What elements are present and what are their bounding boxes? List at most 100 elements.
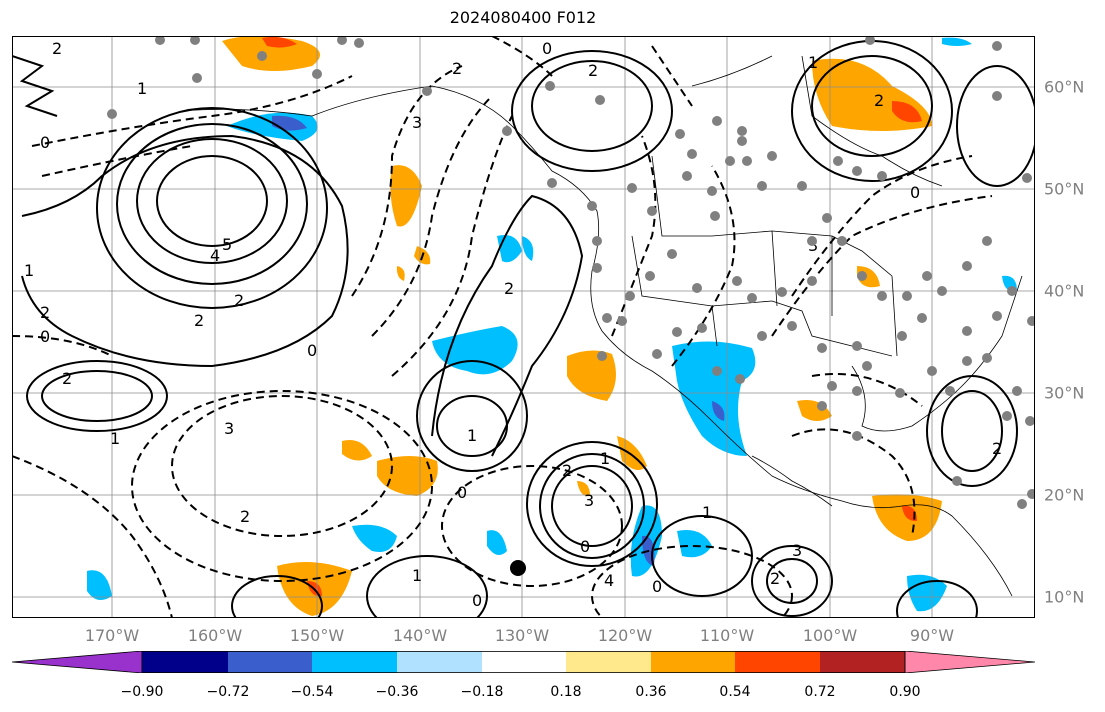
contour-label: 2 [194,311,204,330]
contour-label: 1 [600,449,610,468]
contour-line [751,545,833,617]
contour-line [526,441,658,567]
contour-label: 2 [770,569,780,588]
colorbar-tick: 0.18 [550,684,582,700]
contour-label: 1 [702,503,712,522]
contour-label: 3 [224,419,234,438]
colorbar-segment [820,651,905,673]
contour-line [611,135,657,337]
lat-label-40n: 40°N [1044,281,1085,301]
shade-region [262,36,297,48]
contour-label: 2 [62,369,72,388]
contour-line [491,36,553,77]
contour-label: 0 [580,537,590,556]
contour-line [131,390,433,582]
lat-label-20n: 20°N [1044,485,1085,505]
colorbar-tick: −0.72 [206,684,250,700]
contour-line [136,138,288,264]
contour-label: 1 [110,429,120,448]
lat-label-60n: 60°N [1044,77,1085,97]
contour-line [771,195,993,337]
contour-line [96,107,328,309]
contour-line [896,580,978,618]
shade-region [577,481,590,497]
contour-label: 2 [240,507,250,526]
colorbar-tick: −0.90 [120,684,164,700]
colorbar-tick: 0.90 [889,684,921,700]
lon-label-170w: 170°W [84,626,140,645]
colorbar [12,651,1035,673]
lon-label-140w: 140°W [392,626,448,645]
shade-region [677,530,712,558]
contour-line [41,145,193,177]
contour-line [511,50,673,172]
contour-label: 0 [472,591,482,610]
colorbar-tick: 0.72 [804,684,836,700]
contour-line [12,455,173,618]
weather-map: 0 2 1 4 5 2 2 1 2 0 2 3 2 0 1 2 3 0 1 2 … [12,36,1035,618]
contour-line [941,390,1003,472]
contour-label: 1 [467,426,477,445]
contour-line [531,60,653,152]
shade-region [942,37,972,46]
lon-label-120w: 120°W [597,626,653,645]
shade-region [497,235,522,263]
lon-label-130w: 130°W [494,626,550,645]
contour-label: 2 [234,291,244,310]
contour-line [551,465,633,547]
contour-line [811,373,923,407]
lon-label-160w: 160°W [187,626,243,645]
contour-label: 2 [562,461,572,480]
contour-line [416,360,528,472]
colorbar-segment [566,651,651,673]
contour-line [791,155,973,297]
contour-label: 0 [910,183,920,202]
lon-label-110w: 110°W [699,626,755,645]
colorbar-under-arrow [12,651,143,673]
graticule [12,36,1035,618]
shade-region [522,236,534,261]
lon-label-100w: 100°W [802,626,858,645]
contour-line [171,395,393,537]
contour-label: 0 [40,327,50,346]
contour-label: 3 [412,113,422,132]
contour-line [651,515,753,597]
contour-line [926,375,1018,487]
contour-line [591,545,793,618]
contour-label: 4 [604,571,614,590]
colorbar-tick: −0.18 [460,684,504,700]
colorbar-segment [482,651,566,673]
shade-region [396,266,405,281]
lon-label-150w: 150°W [289,626,345,645]
contour-label: 2 [874,91,884,110]
contour-label: 0 [40,133,50,152]
contour-label: 1 [412,566,422,585]
shade-region [487,530,507,555]
colorbar-segment [397,651,482,673]
contour-label: 0 [652,577,662,596]
contour-line [366,555,488,618]
colorbar-tick: 0.36 [635,684,667,700]
colorbar-tick: −0.54 [290,684,334,700]
contour-label: 2 [40,303,50,322]
contour-label: 3 [792,541,802,560]
shade-region [797,400,832,421]
contour-line [811,55,933,157]
observation-points [107,36,1035,509]
contour-label: 2 [504,279,514,298]
shade-region [342,440,372,461]
contour-line [12,55,58,117]
contour-line [231,575,323,618]
shade-region [377,456,438,496]
contour-line [651,45,693,107]
shaded-regions [87,36,1017,616]
contour-label: 2 [992,439,1002,458]
lat-label-30n: 30°N [1044,383,1085,403]
colorbar-tick: −0.36 [375,684,419,700]
colorbar-segment [651,651,735,673]
contour-line [12,335,113,357]
shade-region [222,36,320,71]
colorbar-segment [312,651,397,673]
contour-line [791,428,916,537]
contour-label: 2 [52,39,62,58]
